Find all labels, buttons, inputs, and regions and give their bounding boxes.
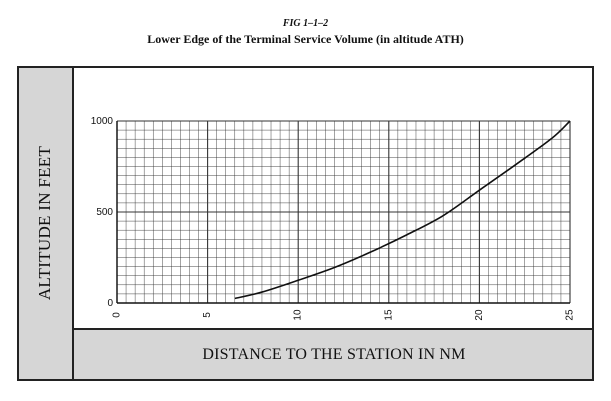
x-tick-label: 20 bbox=[474, 309, 485, 321]
x-tick-label: 10 bbox=[293, 309, 304, 321]
y-axis-label-band bbox=[17, 66, 74, 381]
x-axis-label: DISTANCE TO THE STATION IN NM bbox=[202, 346, 466, 363]
axes bbox=[116, 121, 570, 304]
y-tick-label: 0 bbox=[107, 298, 113, 309]
x-tick-label: 25 bbox=[565, 309, 576, 321]
x-tick-label: 15 bbox=[383, 309, 394, 321]
tick-labels: 0 5 10 15 20 25 0 500 1000 bbox=[91, 116, 576, 321]
x-axis-label-band bbox=[74, 328, 594, 381]
series-line bbox=[234, 120, 571, 300]
y-tick-label: 1000 bbox=[91, 116, 114, 127]
figure-title: Lower Edge of the Terminal Service Volum… bbox=[147, 32, 464, 46]
y-tick-label: 500 bbox=[96, 207, 113, 218]
grid bbox=[116, 120, 571, 304]
x-tick-label: 0 bbox=[112, 312, 123, 318]
figure-number: FIG 1–1–2 bbox=[282, 18, 329, 29]
x-tick-label: 5 bbox=[202, 312, 213, 318]
series-layer bbox=[234, 120, 571, 300]
